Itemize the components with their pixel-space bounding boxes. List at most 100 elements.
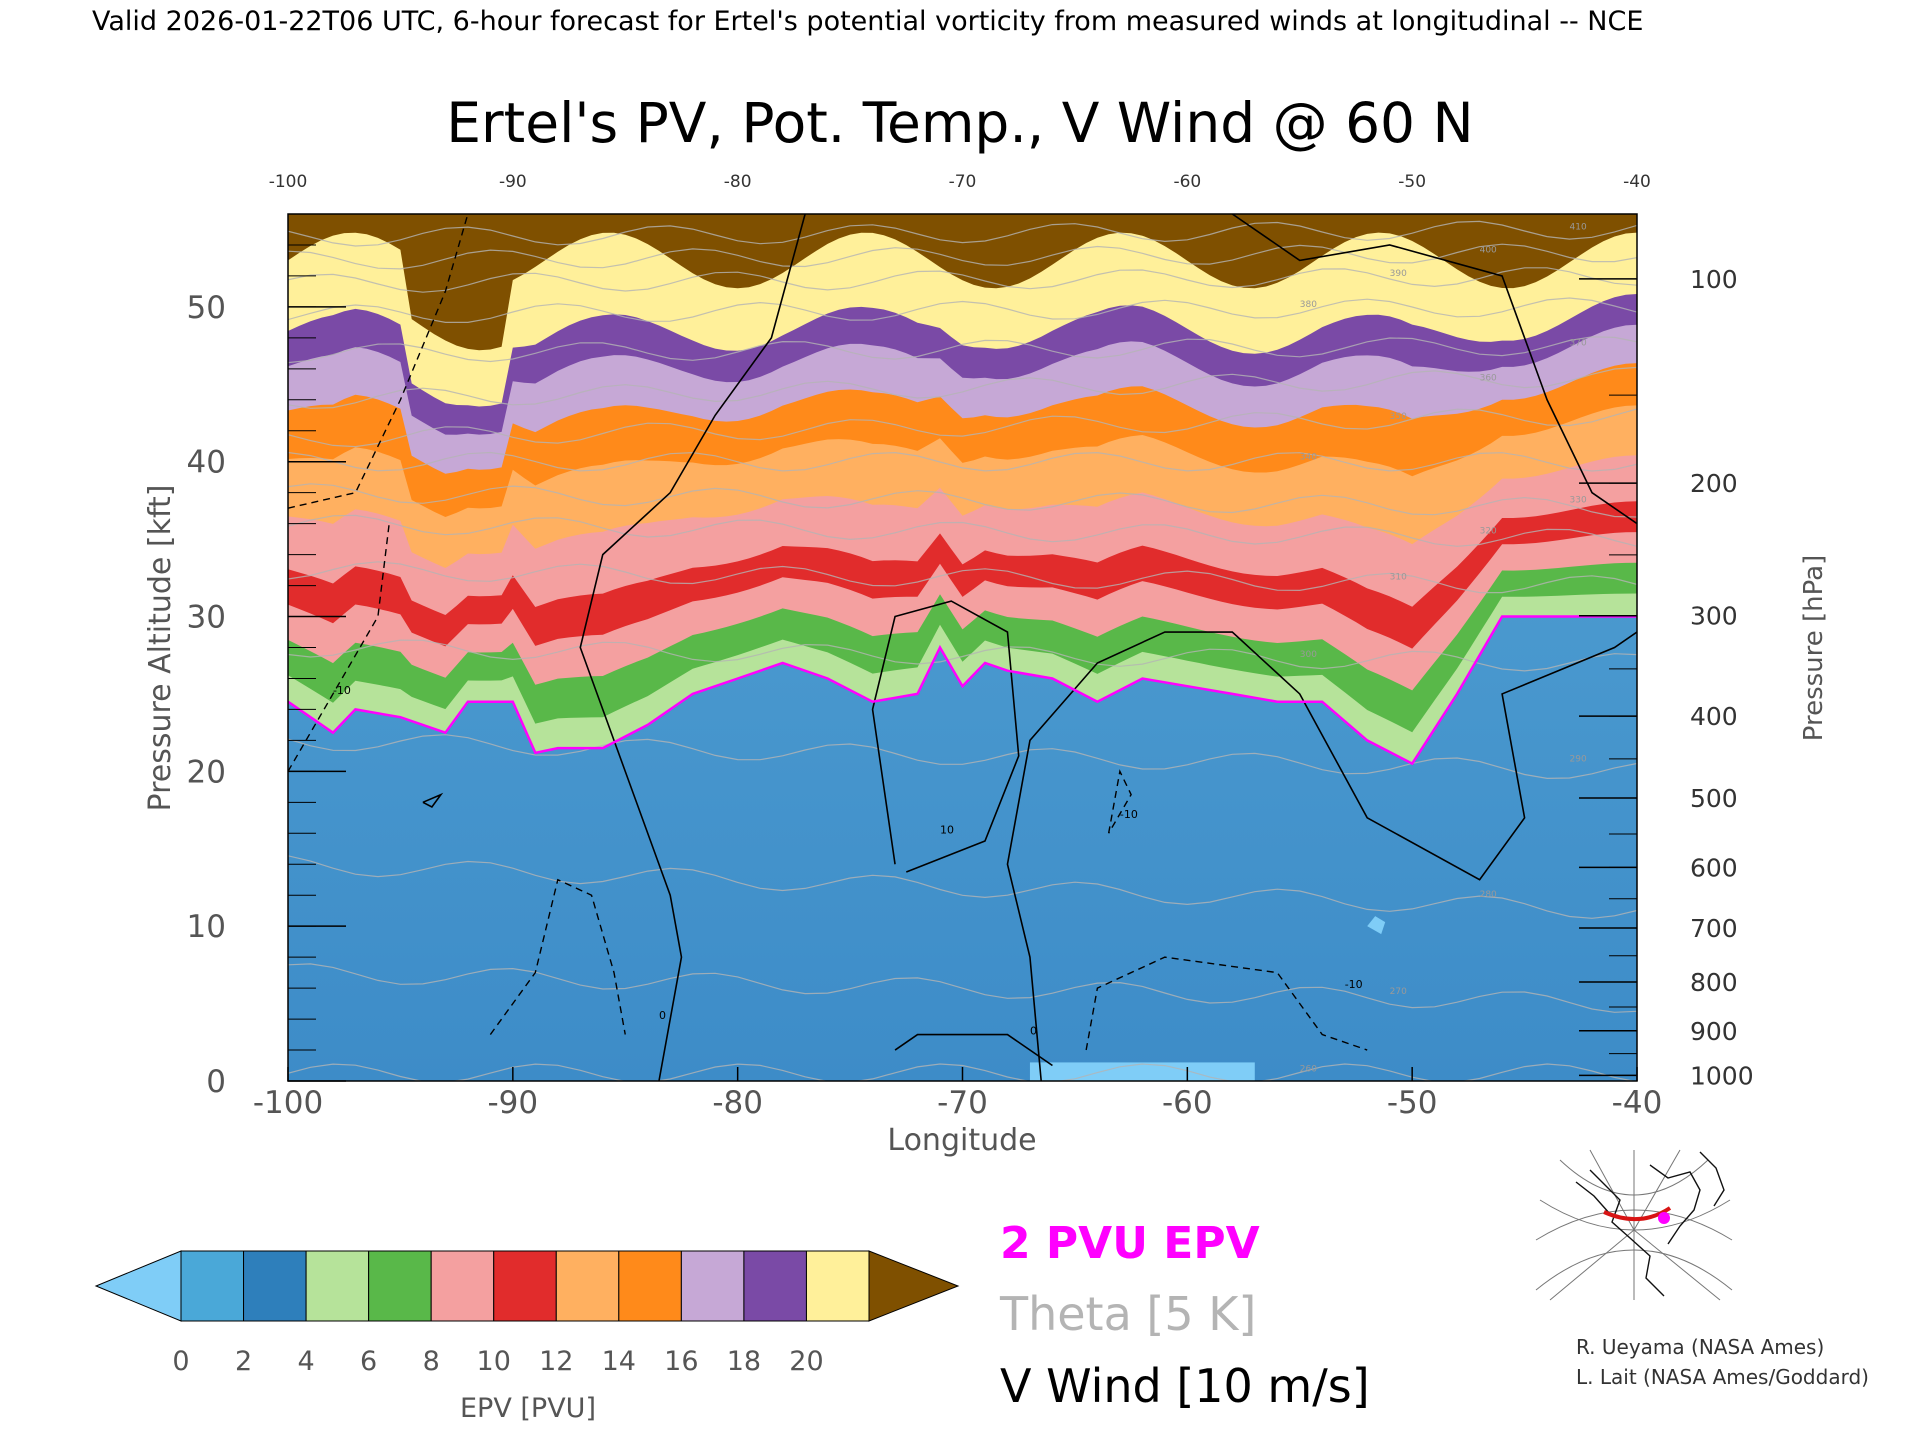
colorbar-tick-label: 20 bbox=[789, 1346, 823, 1377]
p-tick-label: 900 bbox=[1690, 1017, 1738, 1046]
v-wind-contour bbox=[1006, 631, 1637, 1081]
theta-contour bbox=[288, 366, 1637, 409]
x-tick-label: -40 bbox=[1612, 1085, 1663, 1121]
p-tick-label: 400 bbox=[1690, 702, 1738, 731]
x-axis-label: Longitude bbox=[887, 1123, 1036, 1158]
x-tick-label: -70 bbox=[937, 1085, 988, 1121]
colorbar-swatch bbox=[743, 1250, 807, 1322]
theta-label: 350 bbox=[1390, 412, 1407, 422]
x-top-tick-label: -90 bbox=[499, 172, 527, 192]
v-wind-contour bbox=[422, 792, 444, 808]
colorbar-label: EPV [PVU] bbox=[460, 1393, 596, 1424]
pv-band bbox=[288, 588, 1637, 764]
p-tick-label: 700 bbox=[1690, 914, 1738, 943]
colorbar-swatch bbox=[680, 1250, 745, 1322]
p-tick-label: 300 bbox=[1690, 602, 1738, 631]
v-wind-label: 0 bbox=[659, 1009, 666, 1022]
x-tick-label: -100 bbox=[253, 1085, 323, 1121]
pv-under-patch bbox=[1367, 916, 1386, 935]
pv-band bbox=[288, 358, 1637, 517]
theta-contour bbox=[288, 483, 1637, 518]
theta-label: 330 bbox=[1570, 495, 1587, 505]
theta-label: 380 bbox=[1300, 300, 1317, 310]
colorbar-tick-label: 6 bbox=[360, 1346, 377, 1377]
p-tick-label: 100 bbox=[1690, 265, 1738, 294]
theta-label: 280 bbox=[1480, 890, 1497, 900]
y-tick-label: 10 bbox=[187, 909, 226, 945]
x-tick-label: -50 bbox=[1387, 1085, 1438, 1121]
v-wind-contour-negative bbox=[288, 214, 469, 509]
x-top-tick-label: -80 bbox=[724, 172, 752, 192]
pv-band-over bbox=[288, 214, 1637, 351]
x-top-tick-label: -50 bbox=[1398, 172, 1426, 192]
v-wind-label: -10 bbox=[333, 684, 351, 697]
v-wind-label: 10 bbox=[940, 823, 954, 836]
x-top-tick-label: -60 bbox=[1173, 172, 1201, 192]
pv-band bbox=[288, 258, 1637, 407]
pv-bands bbox=[288, 214, 1637, 1081]
v-wind-contour-negative bbox=[1085, 956, 1368, 1051]
y-tick-label: 50 bbox=[187, 290, 226, 326]
theta-label: 270 bbox=[1390, 987, 1407, 997]
legend: 2 PVU EPV Theta [5 K] V Wind [10 m/s] bbox=[999, 1218, 1370, 1413]
legend-pv: 2 PVU EPV bbox=[1000, 1218, 1260, 1269]
y-tick-label: 20 bbox=[187, 754, 226, 790]
y2-axis-label: Pressure [hPa] bbox=[1799, 555, 1829, 742]
v-wind-contour-negative bbox=[288, 523, 390, 772]
theta-contour bbox=[288, 267, 1637, 293]
colorbar-swatch bbox=[555, 1250, 620, 1322]
theta-contour bbox=[288, 220, 1637, 247]
colorbar-swatch bbox=[243, 1250, 307, 1322]
pv-2pvu-contour bbox=[288, 615, 1637, 766]
theta-label: 260 bbox=[1300, 1064, 1317, 1074]
pv-band bbox=[288, 400, 1637, 568]
p-tick-label: 1000 bbox=[1690, 1061, 1754, 1090]
colorbar-swatch bbox=[368, 1250, 432, 1322]
legend-wind: V Wind [10 m/s] bbox=[1000, 1359, 1370, 1413]
x-top-tick-label: -40 bbox=[1623, 172, 1651, 192]
theta-contour bbox=[288, 297, 1637, 323]
v-wind-contours: 0 10 0 -10 -10 -10 bbox=[288, 214, 1637, 1081]
v-wind-contour bbox=[579, 214, 806, 1081]
colorbar-tick-label: 18 bbox=[727, 1346, 761, 1377]
theta-contour bbox=[288, 963, 1637, 1013]
colorbar-tick-label: 12 bbox=[539, 1346, 573, 1377]
v-wind-contour bbox=[1231, 214, 1637, 525]
colorbar-tick-label: 14 bbox=[602, 1346, 636, 1377]
theta-label: 340 bbox=[1300, 453, 1317, 463]
x-tick-label: -80 bbox=[712, 1085, 763, 1121]
credit-line-2: L. Lait (NASA Ames/Goddard) bbox=[1576, 1365, 1869, 1389]
colorbar-under-arrow bbox=[94, 1250, 182, 1322]
x-top-tick-label: -100 bbox=[269, 172, 308, 192]
theta-label: 390 bbox=[1390, 269, 1407, 279]
theta-contour bbox=[288, 408, 1637, 448]
y-tick-label: 0 bbox=[206, 1064, 226, 1100]
v-wind-label: 0 bbox=[1030, 1025, 1037, 1038]
colorbar-swatch bbox=[180, 1250, 245, 1322]
colorbar-swatch bbox=[618, 1250, 682, 1322]
plot-area: 260 270 280 290 300 310 320 330 340 350 360 370 380 3… bbox=[288, 214, 1637, 1081]
section-path bbox=[1603, 1206, 1672, 1222]
colorbar-tick-label: 8 bbox=[423, 1346, 440, 1377]
theta-label: 300 bbox=[1300, 650, 1317, 660]
y-tick-label: 30 bbox=[187, 600, 226, 636]
v-wind-label: -10 bbox=[1120, 808, 1138, 821]
pv-band bbox=[288, 558, 1637, 733]
theta-label: 370 bbox=[1570, 339, 1587, 349]
theta-contour bbox=[288, 514, 1637, 547]
theta-label: 400 bbox=[1480, 246, 1497, 256]
colorbar-tick-label: 16 bbox=[664, 1346, 698, 1377]
theta-label: 310 bbox=[1390, 573, 1407, 583]
theta-contour bbox=[288, 243, 1637, 270]
pv-band bbox=[288, 527, 1637, 691]
y-axis-label: Pressure Altitude [kft] bbox=[143, 485, 178, 812]
colorbar-swatch bbox=[493, 1250, 557, 1322]
v-wind-contour-negative bbox=[1107, 769, 1132, 834]
pv-band bbox=[288, 320, 1637, 474]
colorbar-over-arrow bbox=[868, 1250, 960, 1322]
theta-label: 410 bbox=[1570, 222, 1587, 232]
theta-contour bbox=[288, 451, 1637, 472]
p-tick-label: 600 bbox=[1690, 853, 1738, 882]
v-wind-label: -10 bbox=[1345, 978, 1363, 991]
